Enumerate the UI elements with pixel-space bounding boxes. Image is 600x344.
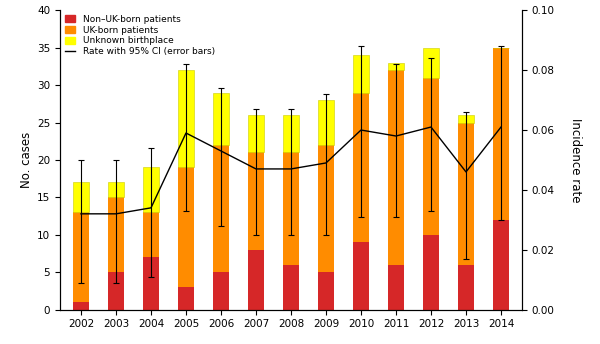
Bar bbox=[178, 287, 194, 310]
Bar bbox=[493, 220, 509, 310]
Bar bbox=[178, 70, 194, 168]
Bar bbox=[283, 152, 299, 265]
Bar bbox=[318, 100, 334, 145]
Bar bbox=[143, 212, 159, 257]
Bar bbox=[143, 257, 159, 310]
Bar bbox=[73, 182, 89, 212]
Bar bbox=[248, 152, 264, 250]
Bar bbox=[283, 115, 299, 152]
Bar bbox=[423, 235, 439, 310]
Legend: Non–UK-born patients, UK-born patients, Unknown birthplace, Rate with 95% CI (er: Non–UK-born patients, UK-born patients, … bbox=[63, 13, 217, 58]
Bar bbox=[73, 302, 89, 310]
Bar bbox=[73, 212, 89, 302]
Bar bbox=[353, 242, 369, 310]
Bar bbox=[318, 145, 334, 272]
Bar bbox=[318, 272, 334, 310]
Bar bbox=[108, 197, 124, 272]
Bar bbox=[353, 93, 369, 242]
Bar bbox=[458, 122, 474, 265]
Bar bbox=[423, 48, 439, 78]
Bar bbox=[213, 272, 229, 310]
Bar bbox=[108, 272, 124, 310]
Bar bbox=[423, 78, 439, 235]
Bar bbox=[213, 93, 229, 145]
Bar bbox=[388, 70, 404, 265]
Bar bbox=[353, 55, 369, 93]
Y-axis label: No. cases: No. cases bbox=[20, 132, 33, 188]
Bar bbox=[108, 182, 124, 197]
Bar bbox=[458, 265, 474, 310]
Bar bbox=[283, 265, 299, 310]
Bar bbox=[213, 145, 229, 272]
Y-axis label: Incidence rate: Incidence rate bbox=[569, 118, 581, 202]
Bar bbox=[143, 168, 159, 212]
Bar bbox=[388, 265, 404, 310]
Bar bbox=[248, 250, 264, 310]
Bar bbox=[458, 115, 474, 122]
Bar bbox=[248, 115, 264, 152]
Bar bbox=[388, 63, 404, 70]
Bar bbox=[178, 168, 194, 287]
Bar bbox=[493, 48, 509, 220]
